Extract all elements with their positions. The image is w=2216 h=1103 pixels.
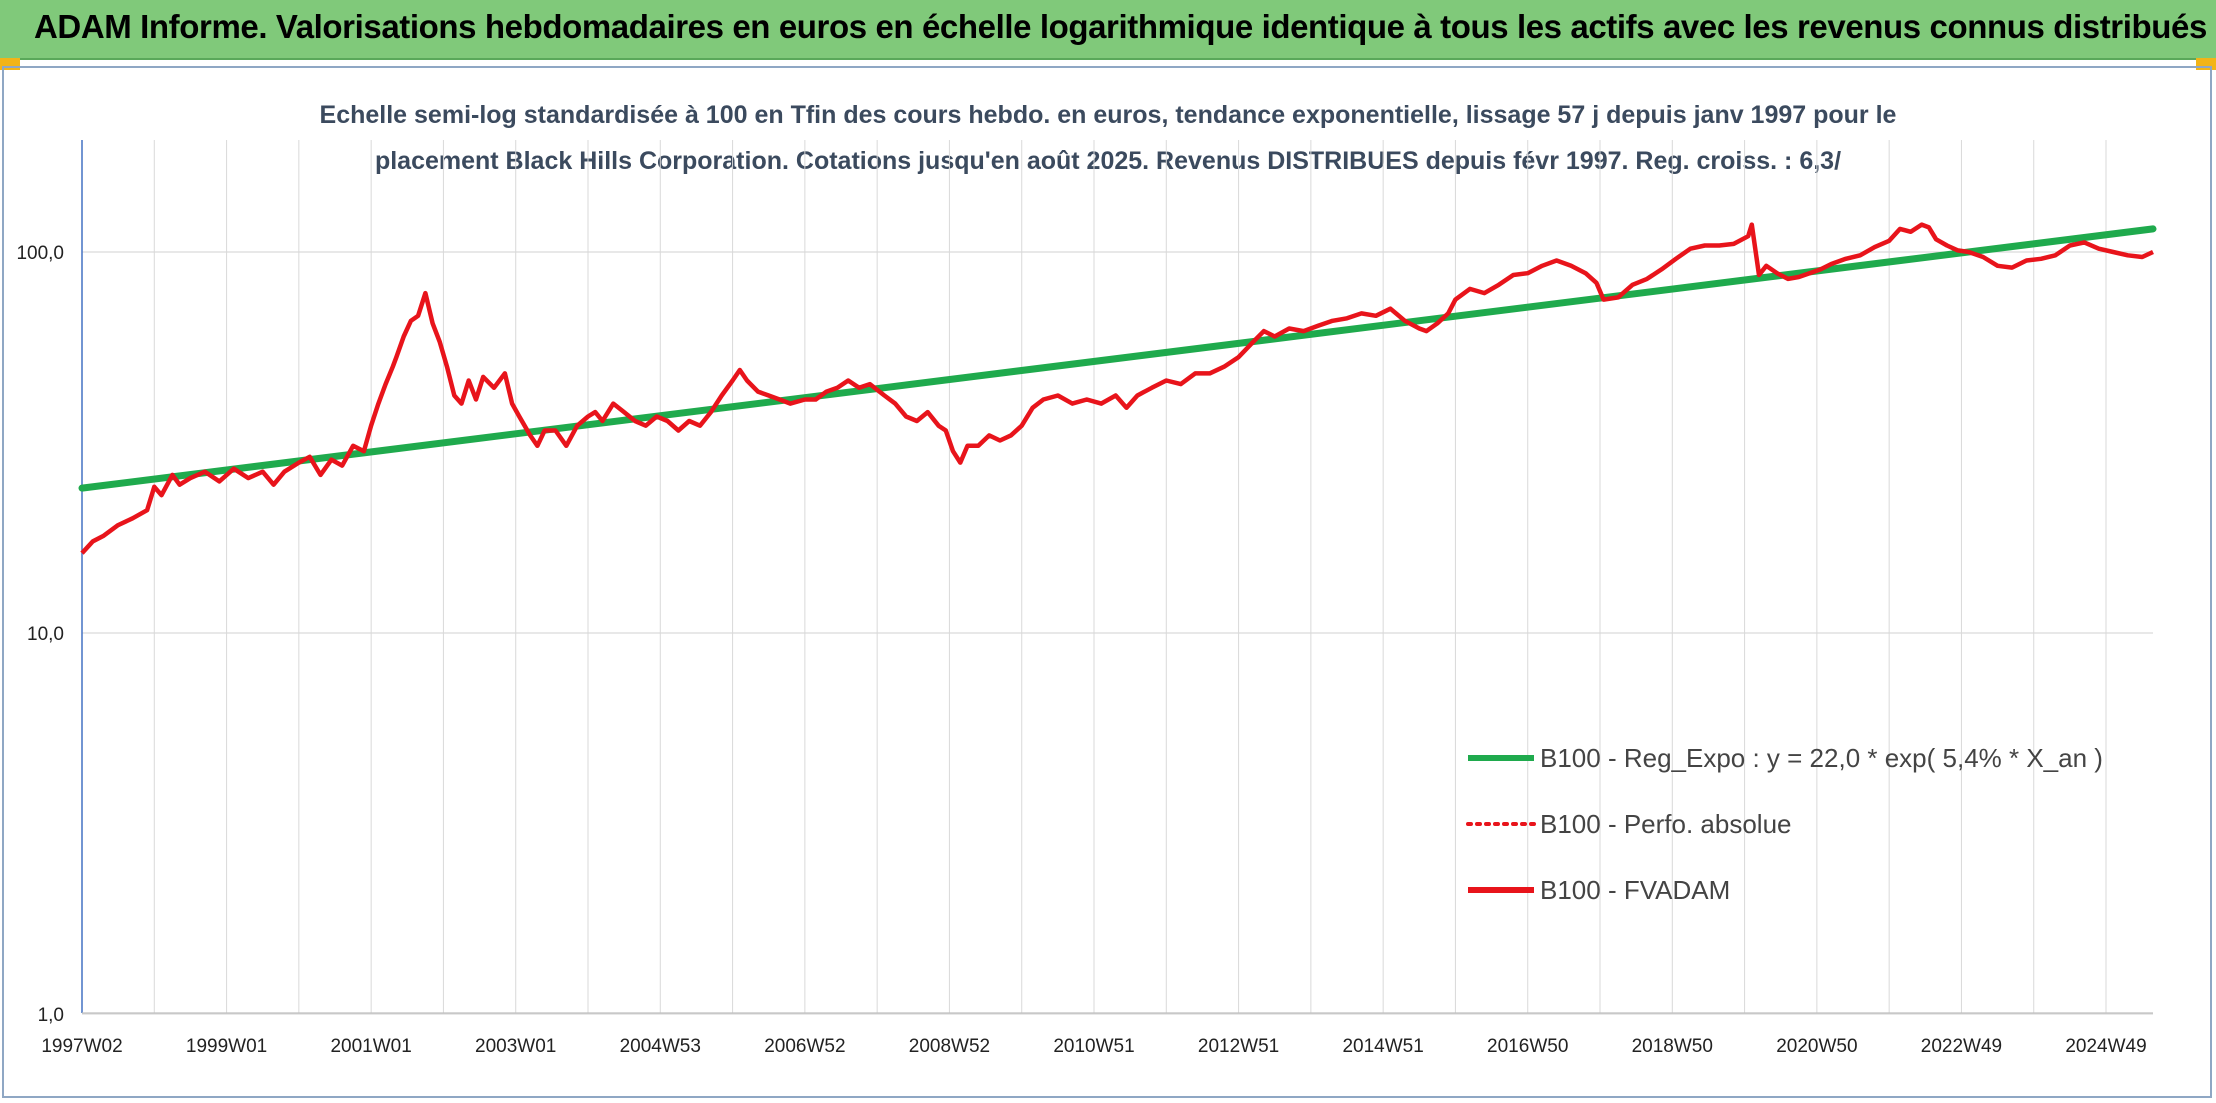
x-tick-label: 2020W50	[1776, 1036, 1857, 1057]
chart-subtitle-line-2: placement Black Hills Corporation. Cotat…	[375, 147, 1841, 175]
x-tick-label: 2010W51	[1053, 1036, 1134, 1057]
x-tick-label: 2006W52	[764, 1036, 845, 1057]
legend-label-fvadam: B100 - FVADAM	[1540, 875, 1730, 905]
x-tick-label: 2003W01	[475, 1036, 556, 1057]
y-tick-label: 10,0	[27, 624, 64, 645]
y-tick-label: 100,0	[16, 243, 64, 264]
x-tick-label: 1997W02	[41, 1036, 122, 1057]
chart-axes: 1,0 10,0 100,0 1997W02 1999W01 2001W01 2003W01…	[16, 140, 2153, 1057]
report-title: ADAM Informe. Valorisations hebdomadaire…	[34, 8, 2207, 45]
y-tick-label: 1,0	[38, 1005, 64, 1026]
title-banner: ADAM Informe. Valorisations hebdomadaire…	[0, 0, 2216, 60]
x-tick-label: 2022W49	[1921, 1036, 2002, 1057]
chart-legend: B100 - Reg_Expo : y = 22,0 * exp( 5,4% *…	[1466, 743, 2103, 905]
regression-line	[78, 225, 2157, 492]
legend-label-perfo: B100 - Perfo. absolue	[1540, 809, 1792, 839]
x-tick-label: 2016W50	[1487, 1036, 1568, 1057]
x-tick-label: 2012W51	[1198, 1036, 1279, 1057]
x-tick-label: 2001W01	[330, 1036, 411, 1057]
chart-frame	[2, 66, 2212, 1098]
x-tick-label: 2018W50	[1632, 1036, 1713, 1057]
fvadam-line	[80, 222, 2154, 555]
chart-subtitle-line-1: Echelle semi-log standardisée à 100 en T…	[320, 101, 1897, 129]
x-tick-label: 2024W49	[2065, 1036, 2146, 1057]
x-tick-label: 2014W51	[1342, 1036, 1423, 1057]
chart-series	[78, 222, 2157, 555]
x-tick-label: 2004W53	[620, 1036, 701, 1057]
legend-label-regression: B100 - Reg_Expo : y = 22,0 * exp( 5,4% *…	[1540, 743, 2103, 773]
x-tick-label: 1999W01	[186, 1036, 267, 1057]
x-tick-label: 2008W52	[909, 1036, 990, 1057]
